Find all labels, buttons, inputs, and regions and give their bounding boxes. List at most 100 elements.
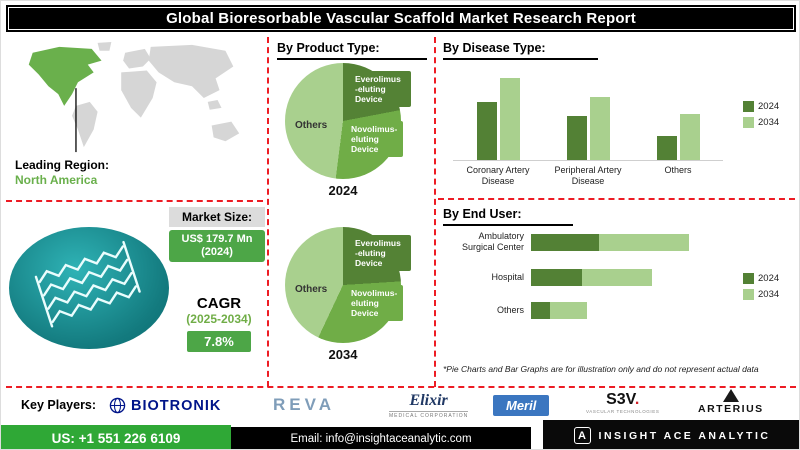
pie-year-2034: 2034 [328,347,358,362]
south-america-region [72,101,98,148]
legend-swatch [743,273,754,284]
market-size: Market Size: US$ 179.7 Mn (2024) [169,207,265,262]
legend-item-2024: 2024 [743,101,779,112]
category-label: Others [664,165,692,175]
africa-region [121,70,157,118]
southeast-asia-region [207,99,222,110]
category-label: Others [496,305,524,315]
logo-meril-text: Meril [493,395,550,416]
legend-item-2034: 2034 [743,289,779,300]
bar-group-1 [566,97,610,160]
hbar-track [531,269,652,286]
pie-2034-block: Everolimus -eluting Device Novolimus- el… [285,227,435,377]
divider-col1 [267,37,269,387]
report-title-bar: Global Bioresorbable Vascular Scaffold M… [6,5,796,32]
pie-slice-label-novolimus: Novolimus- eluting Device [347,285,403,321]
pie-year-2024: 2024 [328,183,358,198]
category-label: Peripheral Artery Disease [554,165,622,186]
hbar-row-2: Others [443,302,723,319]
globe-icon [109,397,126,414]
australia-region [211,121,240,142]
bar-2034-cat0 [499,78,520,160]
divider-col2 [434,37,436,387]
hbar-track [531,302,587,319]
legend-swatch [743,101,754,112]
logo-biotronik: BIOTRONIK [109,397,221,414]
world-map [28,41,240,153]
bar-2024-cat2 [531,302,550,319]
divider-right [438,198,795,200]
logo-elixir-tagline: MEDICAL CORPORATION [389,411,469,419]
legend-label: 2034 [758,289,780,300]
logo-arterius: ARTERIUS [698,389,764,415]
pie-slice-label-everolimus: Everolimus -eluting Device [351,235,411,271]
pie-2024-block: Everolimus -eluting Device Novolimus- el… [285,63,435,213]
disease-type-bar-chart [453,63,723,161]
pie-slice-label-others: Others [295,120,328,131]
legend-item-2024: 2024 [743,273,779,284]
asia-region [148,44,234,98]
cagr-period: (2025-2034) [186,312,252,326]
logo-s3v-dot: . [634,391,640,408]
bar-2024-cat1 [566,116,587,160]
legend-label: 2024 [758,273,780,284]
key-players-label: Key Players: [21,398,97,412]
bar-2024-cat2 [656,136,677,160]
end-user-bar-chart: Ambulatory Surgical Center Hospital Others [443,231,723,319]
logo-reva-text: REVA [273,395,335,414]
end-user-heading: By End User: [443,207,573,226]
stent-image [9,227,169,349]
hbar-row-1: Hospital [443,269,723,286]
market-size-label: Market Size: [169,207,265,227]
bar-2024-cat0 [476,102,497,160]
cagr-value: 7.8% [187,331,251,352]
logo-reva: REVA [273,395,335,415]
bar-2024-cat1 [531,269,582,286]
legend-label: 2034 [758,117,780,128]
page-title: Global Bioresorbable Vascular Scaffold M… [8,7,794,30]
footer-brand-bar: A INSIGHT ACE ANALYTIC [543,420,799,449]
leading-region-value: North America [15,173,98,187]
hbar-track [531,233,689,251]
logo-s3v-text: S3V. [606,391,640,408]
greenland-region [97,41,112,51]
legend-swatch [743,117,754,128]
leading-region: Leading Region: North America [15,158,109,188]
cagr-label: CAGR [196,295,242,312]
logo-s3v: S3V. VASCULAR TECHNOLOGIES [586,391,659,414]
illustration-note: *Pie Charts and Bar Graphs are for illus… [443,364,759,374]
bar-group-2 [656,114,700,160]
disease-type-legend: 2024 2034 [743,101,779,128]
legend-label: 2024 [758,101,780,112]
bar-2034-cat0 [599,233,689,251]
footer-email-bar: Email: info@insightaceanalytic.com [231,427,531,449]
north-america-region [28,46,102,106]
footer-phone-bar: US: +1 551 226 6109 [1,425,231,449]
category-label: Ambulatory Surgical Center [461,231,524,252]
pie-slice-label-everolimus: Everolimus -eluting Device [351,71,411,107]
triangle-icon [722,389,739,402]
legend-item-2034: 2034 [743,117,779,128]
divider-left [6,200,263,202]
brand-logo-icon: A [573,427,591,444]
brand-name: INSIGHT ACE ANALYTIC [598,429,771,442]
stent-mesh-graphic [34,240,141,328]
bar-2034-cat2 [550,302,587,319]
market-size-value: US$ 179.7 Mn (2024) [169,230,265,262]
logo-s3v-tagline: VASCULAR TECHNOLOGIES [586,409,660,414]
bar-2034-cat1 [589,97,610,160]
pie-slice-label-novolimus: Novolimus- eluting Device [347,121,403,157]
disease-type-categories: Coronary Artery Disease Peripheral Artery… [453,165,723,187]
logo-biotronik-text: BIOTRONIK [131,397,222,414]
legend-swatch [743,289,754,300]
logo-elixir-text: Elixir [409,392,448,409]
divider-bottom [6,386,796,388]
category-label: Coronary Artery Disease [466,165,530,186]
disease-type-heading: By Disease Type: [443,41,598,60]
end-user-legend: 2024 2034 [743,273,779,300]
cagr-block: CAGR (2025-2034) 7.8% [173,295,265,352]
logo-arterius-text: ARTERIUS [698,403,764,415]
bar-2024-cat0 [531,233,599,251]
bar-group-0 [476,78,520,160]
